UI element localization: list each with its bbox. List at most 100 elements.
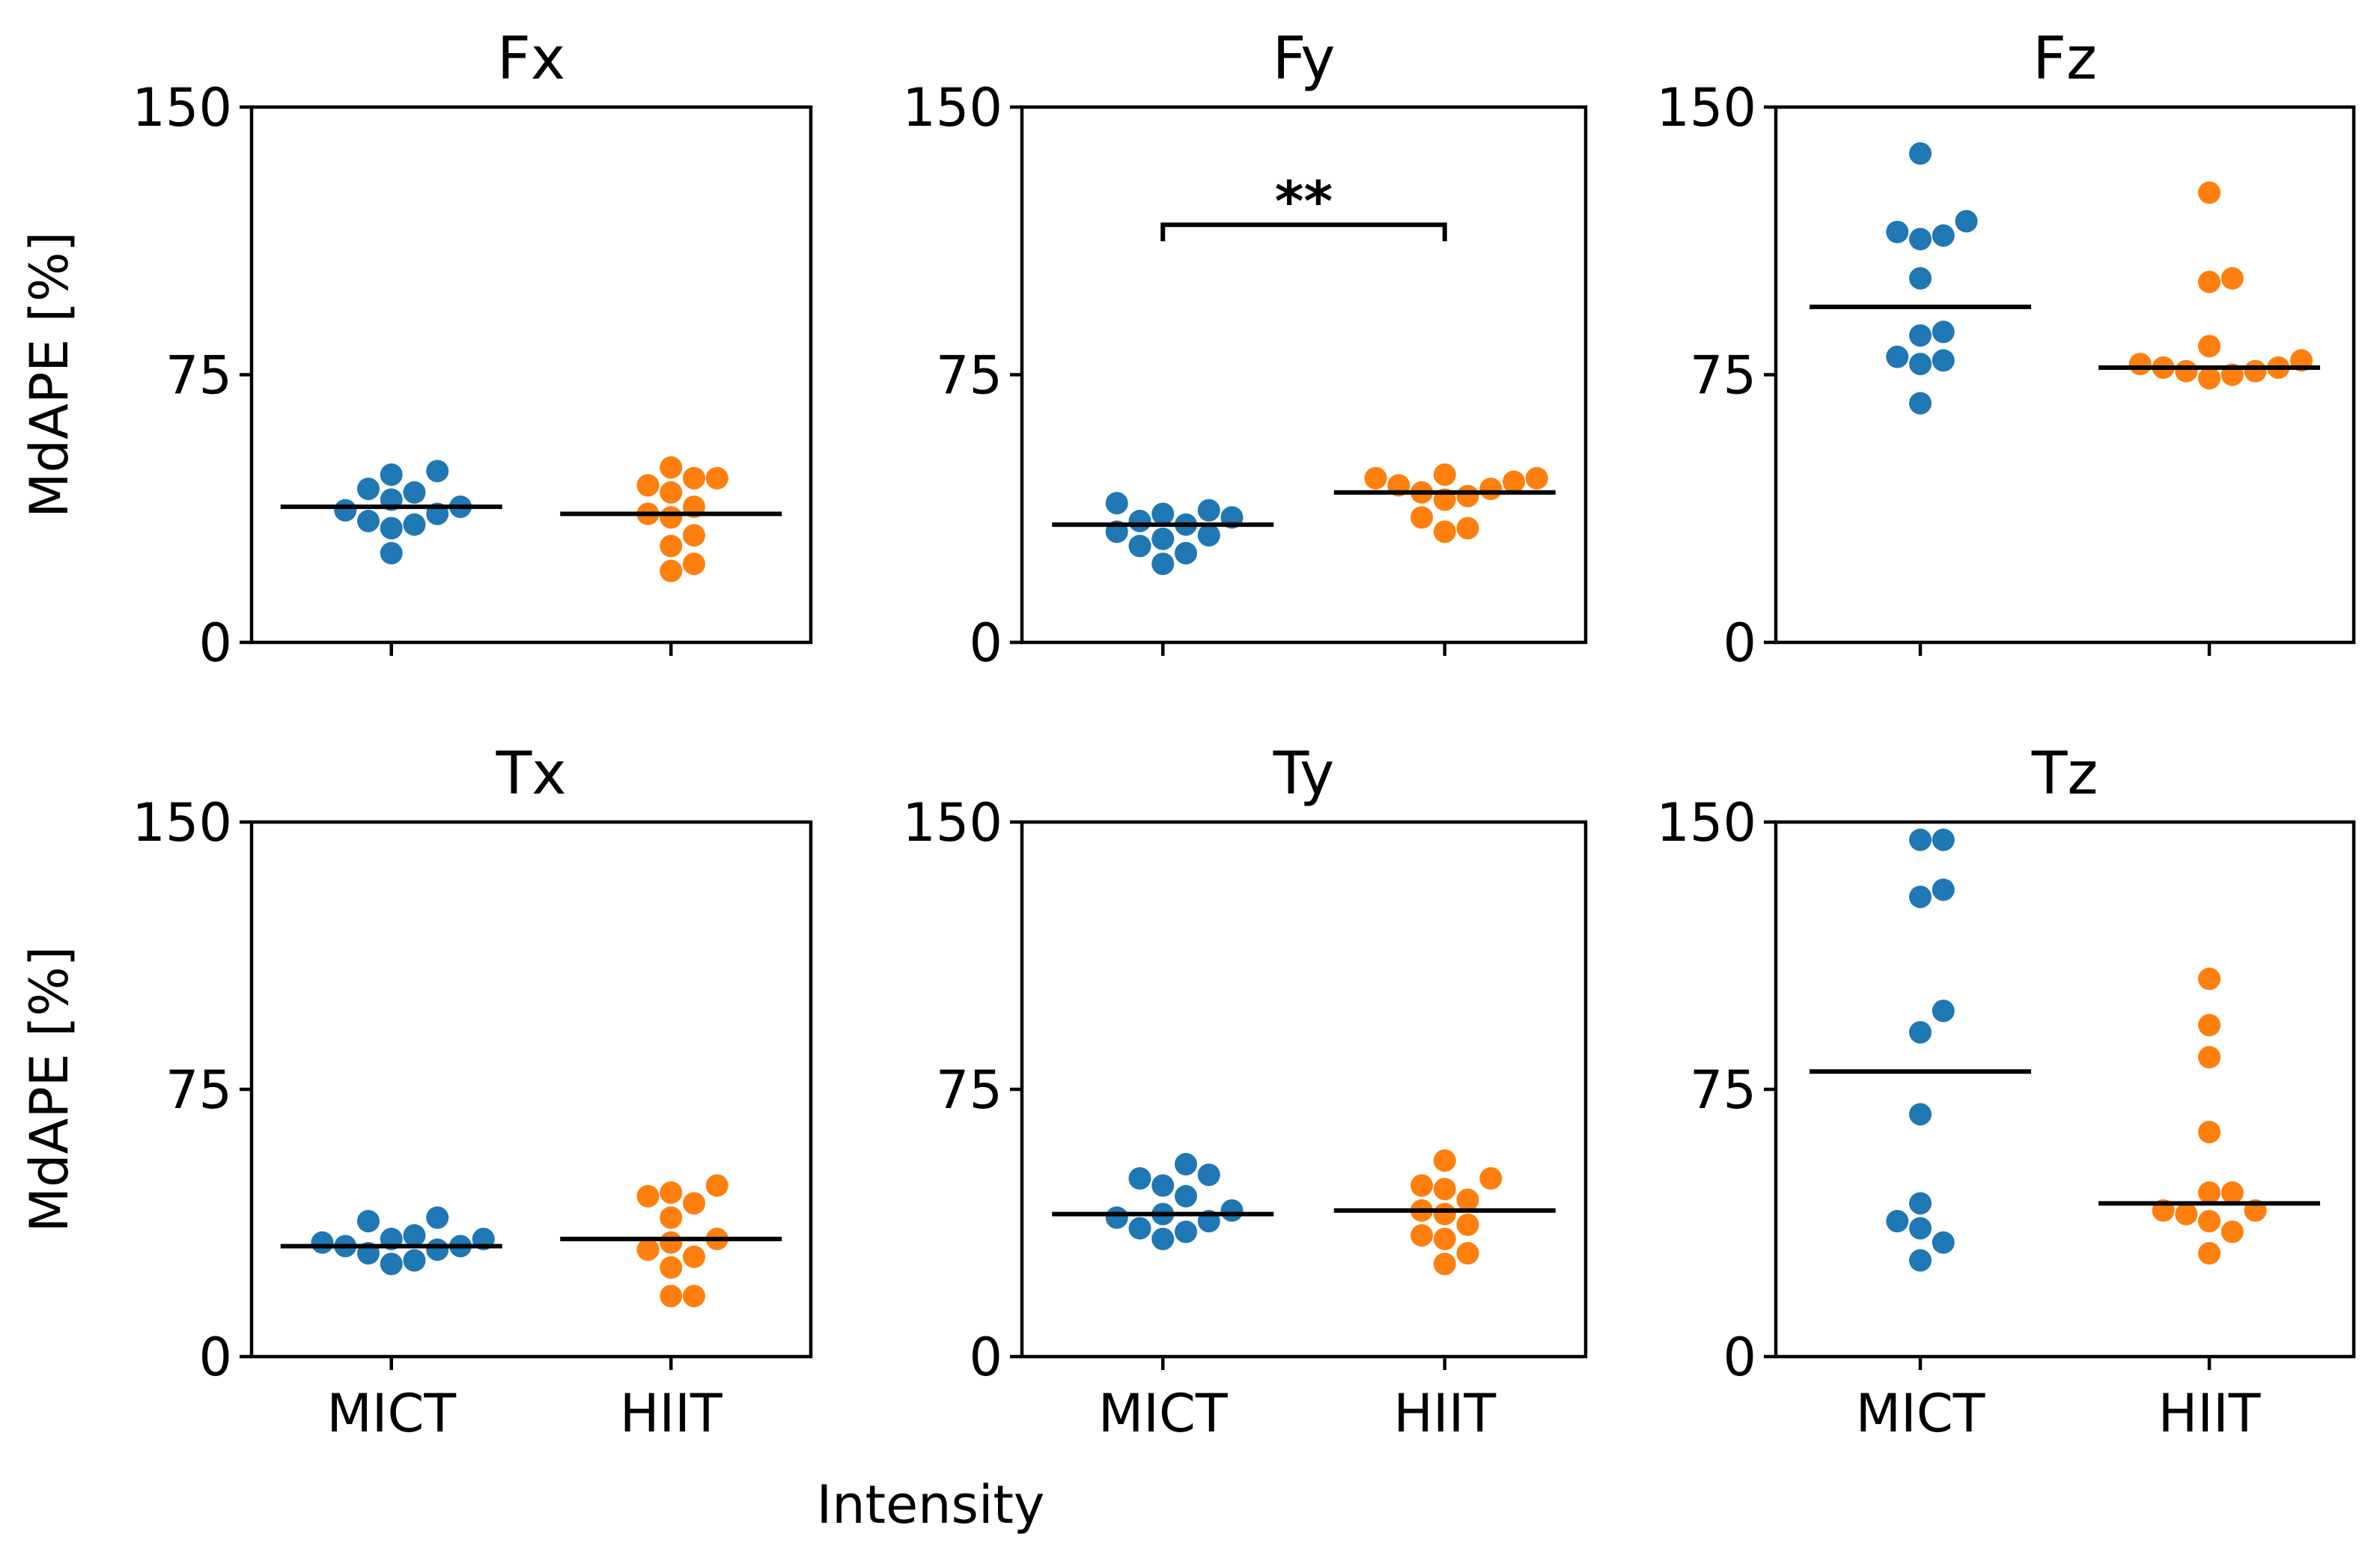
x-tick-label: MICT bbox=[1098, 1383, 1228, 1444]
data-point-mict bbox=[1909, 828, 1932, 851]
plot-frame bbox=[249, 820, 813, 1359]
data-point-hiit bbox=[636, 1184, 660, 1208]
data-point-hiit bbox=[683, 553, 705, 576]
data-point-hiit bbox=[1433, 1227, 1456, 1250]
data-point-hiit bbox=[1410, 1224, 1433, 1247]
data-point-mict bbox=[1197, 1163, 1220, 1187]
y-tick-label: 75 bbox=[936, 1059, 1002, 1121]
x-tick-label: HIIT bbox=[620, 1383, 722, 1444]
y-tick-label: 0 bbox=[198, 612, 232, 674]
y-tick-label: 150 bbox=[1656, 792, 1756, 853]
data-point-mict bbox=[1105, 492, 1128, 515]
data-point-hiit bbox=[2198, 1014, 2221, 1037]
data-point-mict bbox=[357, 509, 380, 532]
data-point-mict bbox=[1128, 1217, 1151, 1240]
y-tick-label: 75 bbox=[936, 345, 1002, 407]
data-point-hiit bbox=[660, 456, 683, 479]
data-point-mict bbox=[1175, 1152, 1197, 1175]
data-point-hiit bbox=[636, 474, 660, 497]
data-point-mict bbox=[1932, 878, 1955, 901]
data-point-hiit bbox=[2198, 1241, 2221, 1265]
data-point-mict bbox=[1151, 1227, 1175, 1250]
data-point-hiit bbox=[1433, 1178, 1456, 1201]
data-point-hiit bbox=[1433, 1149, 1456, 1172]
data-point-hiit bbox=[660, 535, 683, 558]
panel-title: Fz bbox=[2033, 25, 2097, 93]
data-point-mict bbox=[1197, 499, 1220, 522]
data-point-mict bbox=[426, 460, 449, 483]
data-point-mict bbox=[1909, 228, 1932, 251]
data-point-mict bbox=[1128, 535, 1151, 558]
data-point-mict bbox=[1909, 1103, 1932, 1126]
data-point-hiit bbox=[2198, 1121, 2221, 1144]
x-tick-label: HIIT bbox=[2158, 1383, 2261, 1444]
plot-frame bbox=[249, 105, 813, 645]
data-point-mict bbox=[1128, 1167, 1151, 1190]
y-axis-label: MdAPE [%] bbox=[19, 231, 80, 518]
data-point-mict bbox=[1932, 349, 1955, 372]
panel-title: Ty bbox=[1273, 740, 1335, 808]
data-point-mict bbox=[1932, 999, 1955, 1023]
data-point-hiit bbox=[660, 1206, 683, 1229]
data-point-mict bbox=[1955, 210, 1978, 233]
data-point-mict bbox=[403, 513, 426, 536]
data-point-mict bbox=[403, 1224, 426, 1247]
data-point-hiit bbox=[2198, 181, 2221, 204]
data-point-hiit bbox=[2198, 367, 2221, 390]
data-point-mict bbox=[1909, 141, 1932, 165]
data-point-mict bbox=[1220, 1199, 1244, 1222]
panel-title: Fy bbox=[1273, 25, 1336, 93]
y-axis-label: MdAPE [%] bbox=[19, 946, 80, 1233]
data-point-mict bbox=[1909, 885, 1932, 908]
data-point-hiit bbox=[1503, 470, 1525, 493]
y-tick-label: 0 bbox=[1723, 1327, 1756, 1388]
data-point-hiit bbox=[2198, 335, 2221, 358]
data-point-hiit bbox=[1433, 520, 1456, 544]
data-point-mict bbox=[1909, 353, 1932, 376]
data-point-mict bbox=[1909, 1020, 1932, 1044]
y-tick-label: 150 bbox=[902, 77, 1002, 139]
data-point-mict bbox=[426, 1206, 449, 1229]
y-tick-label: 150 bbox=[132, 792, 232, 853]
panel-title: Tx bbox=[496, 740, 567, 808]
data-point-mict bbox=[1151, 553, 1175, 576]
panel-tx: Tx 0 75 150 MdAPE [%] MICT HIIT bbox=[19, 740, 813, 1444]
data-point-hiit bbox=[1479, 1167, 1503, 1190]
data-point-hiit bbox=[1410, 1174, 1433, 1197]
data-point-mict bbox=[334, 499, 357, 522]
significance-label: ** bbox=[1275, 169, 1333, 234]
data-point-hiit bbox=[1433, 1202, 1456, 1226]
y-tick-label: 75 bbox=[1690, 1059, 1756, 1121]
data-point-hiit bbox=[2221, 1220, 2244, 1244]
data-point-hiit bbox=[1410, 506, 1433, 529]
data-point-mict bbox=[1886, 220, 1909, 243]
data-point-mict bbox=[1932, 828, 1955, 851]
data-point-mict bbox=[1105, 1206, 1128, 1229]
data-point-mict bbox=[1175, 1184, 1197, 1208]
y-tick-label: 75 bbox=[165, 345, 232, 407]
data-point-mict bbox=[380, 541, 403, 564]
panel-title: Tz bbox=[2031, 740, 2099, 808]
data-point-mict bbox=[1909, 1249, 1932, 1272]
data-point-hiit bbox=[660, 481, 683, 504]
panels: Fx 0 75 150 MdAPE [%] Fy 0 75 150 ** Fz 0 75 150 Tx 0 75… bbox=[19, 25, 2356, 1444]
data-point-mict bbox=[380, 463, 403, 486]
data-point-mict bbox=[1151, 502, 1175, 526]
data-point-hiit bbox=[636, 1238, 660, 1262]
data-point-mict bbox=[1909, 324, 1932, 347]
data-point-hiit bbox=[683, 1285, 705, 1308]
data-point-mict bbox=[403, 1249, 426, 1272]
x-axis-label: Intensity bbox=[817, 1474, 1045, 1536]
panel-title: Fx bbox=[497, 25, 565, 93]
data-point-hiit bbox=[683, 1245, 705, 1268]
data-point-hiit bbox=[2198, 270, 2221, 293]
data-point-hiit bbox=[1525, 466, 1548, 490]
data-point-hiit bbox=[1456, 1213, 1479, 1236]
data-point-hiit bbox=[683, 524, 705, 547]
data-point-mict bbox=[1932, 224, 1955, 247]
y-tick-label: 150 bbox=[1656, 77, 1756, 139]
data-point-mict bbox=[1197, 524, 1220, 547]
data-point-hiit bbox=[705, 1174, 728, 1197]
significance-bracket bbox=[1160, 222, 1447, 242]
